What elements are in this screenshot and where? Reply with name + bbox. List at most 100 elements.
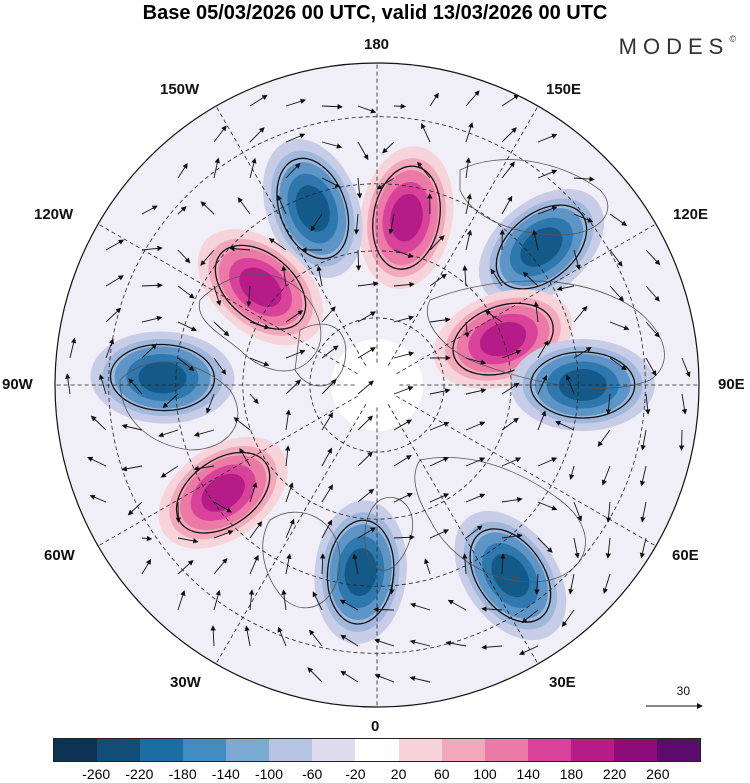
- wind-arrow: [429, 457, 449, 467]
- wind-arrow: [537, 375, 548, 395]
- anomaly-isoline: [214, 244, 307, 330]
- lon-label-150w: 150W: [160, 81, 200, 98]
- wind-arrow: [464, 321, 470, 338]
- wind-arrow: [162, 393, 179, 409]
- wind-arrow: [447, 599, 467, 611]
- colorbar-tick-label: 20: [390, 766, 407, 782]
- lon-label-0: 0: [371, 718, 380, 735]
- wind-arrow: [277, 626, 287, 647]
- wind-arrow: [285, 518, 295, 539]
- wind-arrow: [537, 501, 558, 511]
- wind-arrow: [213, 125, 227, 143]
- wind-arrow: [249, 521, 263, 539]
- wind-arrow: [213, 501, 233, 513]
- wind-arrow: [285, 133, 306, 143]
- wind-arrow: [249, 127, 265, 143]
- wind-arrow: [321, 141, 343, 149]
- wind-arrow: [121, 465, 143, 472]
- lon-label-180: 180: [364, 36, 390, 53]
- wind-arrow: [393, 249, 414, 258]
- wind-arrow: [573, 213, 594, 223]
- wind-arrow: [681, 393, 688, 415]
- wind-arrow: [213, 357, 227, 375]
- coastline: [427, 280, 665, 389]
- colorbar-swatch: [441, 739, 485, 761]
- anomaly-siberia-east-low: [478, 188, 605, 306]
- wind-arrow: [640, 501, 647, 523]
- wind-arrow: [609, 213, 628, 226]
- wind-arrow: [465, 122, 474, 143]
- wind-arrow: [177, 357, 195, 371]
- wind-arrow: [285, 409, 291, 431]
- wind-arrow: [339, 599, 359, 611]
- wind-arrow: [249, 554, 259, 575]
- wind-arrow: [393, 534, 415, 540]
- anomaly-contour: [295, 185, 330, 232]
- wind-arrow: [393, 492, 413, 503]
- lon-label-90e: 90E: [718, 376, 745, 393]
- wind-arrow: [177, 285, 195, 299]
- wind-arrow: [429, 273, 447, 287]
- wind-arrow: [141, 558, 152, 575]
- wind-arrow: [481, 644, 503, 650]
- wind-vectors: [65, 90, 691, 683]
- wind-arrow: [573, 501, 583, 522]
- wind-arrow: [357, 527, 376, 539]
- lon-label-30w: 30W: [170, 674, 201, 691]
- wind-arrow: [284, 445, 291, 467]
- wind-arrow: [573, 249, 581, 271]
- wind-arrow: [285, 349, 306, 359]
- anomaly-isoline: [452, 302, 554, 376]
- wind-arrow: [319, 553, 326, 575]
- wind-arrow: [465, 493, 486, 503]
- wind-arrow: [321, 447, 333, 467]
- wind-arrow: [285, 553, 292, 575]
- lon-label-90w: 90W: [2, 376, 33, 393]
- chart-title: Base 05/03/2026 00 UTC, valid 13/03/2026…: [142, 2, 608, 24]
- wind-arrow: [321, 306, 336, 323]
- wind-arrow: [573, 537, 580, 559]
- wind-arrow: [357, 105, 377, 114]
- wind-arrow: [141, 245, 163, 252]
- wind-arrow: [285, 310, 304, 323]
- colorbar-tick-label: -220: [125, 766, 154, 782]
- wind-arrow: [213, 589, 221, 611]
- colorbar-swatch: [398, 739, 442, 761]
- coastline: [364, 497, 414, 571]
- wind-arrow: [160, 465, 179, 478]
- anomaly-canada-low: [90, 331, 235, 424]
- wind-arrow: [501, 94, 520, 107]
- wind-arrow: [605, 501, 612, 523]
- colorbar-swatch: [183, 739, 227, 761]
- wind-arrow: [393, 315, 415, 323]
- wind-arrow: [421, 123, 431, 143]
- anomaly-isoline: [109, 343, 216, 412]
- lon-label-30e: 30E: [549, 674, 576, 691]
- wind-arrow: [352, 553, 359, 575]
- wind-arrow: [249, 482, 258, 503]
- coastlines: [119, 159, 665, 609]
- wind-arrow: [501, 533, 523, 539]
- wind-arrow: [465, 525, 483, 539]
- wind-arrow: [569, 465, 575, 480]
- colorbar-swatch: [226, 739, 270, 761]
- wind-arrow: [573, 305, 588, 323]
- wind-arrow: [285, 162, 301, 179]
- wind-arrow: [417, 161, 431, 179]
- anomaly-pacific-high-north: [359, 146, 454, 289]
- anomaly-contour: [201, 473, 245, 512]
- wind-arrow: [65, 373, 71, 395]
- wind-arrow: [537, 339, 549, 359]
- wind-arrow: [533, 301, 539, 323]
- wind-arrow: [357, 451, 373, 467]
- colorbar-ticks: -260 -220 -180 -140 -100 -60 -20 20 60 100 140 180 2…: [53, 766, 701, 782]
- colorbar-tick-label: -260: [82, 766, 111, 782]
- wind-arrow: [141, 205, 158, 215]
- wind-arrow: [555, 420, 575, 431]
- wind-arrow: [393, 281, 415, 288]
- wind-arrow: [141, 535, 153, 542]
- wind-arrow: [429, 421, 450, 431]
- wind-arrow: [609, 249, 623, 267]
- wind-arrow: [200, 249, 215, 266]
- wind-arrow: [389, 573, 395, 595]
